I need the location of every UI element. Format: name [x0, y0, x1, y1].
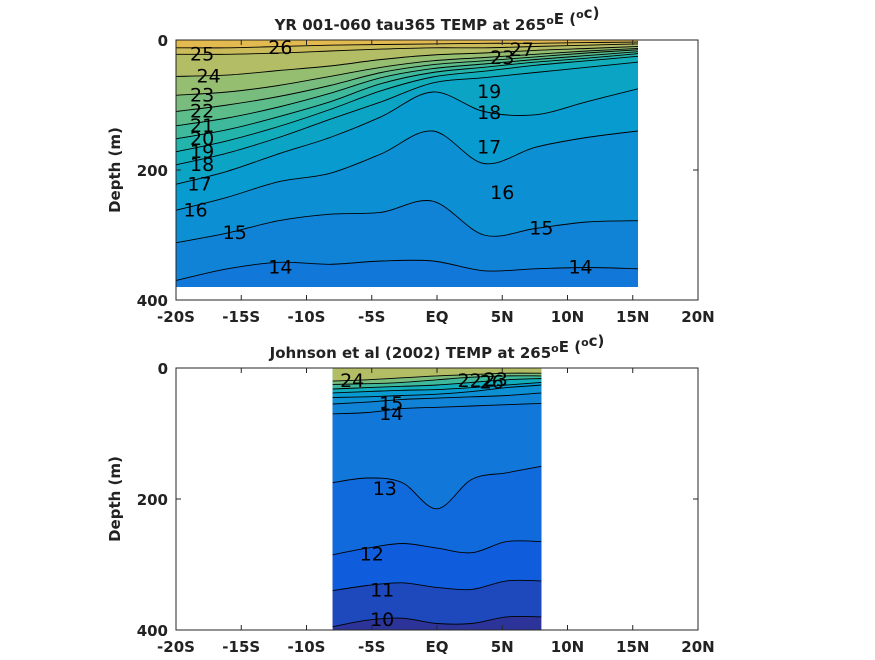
contour-label: 22 — [458, 370, 482, 392]
x-tick-label: -10S — [288, 638, 326, 656]
x-tick-label: 10N — [551, 308, 584, 326]
contour-label: 21 — [190, 115, 214, 137]
x-tick-label: -20S — [157, 638, 195, 656]
x-tick-label: -5S — [358, 638, 385, 656]
contour-label: 10 — [370, 609, 394, 631]
isotherm-15 — [332, 392, 542, 405]
x-tick-label: -15S — [222, 638, 260, 656]
contour-label: 14 — [379, 403, 403, 425]
x-tick-label: 10N — [551, 638, 584, 656]
y-axis-label: Depth (m) — [106, 456, 124, 542]
contour-label: 26 — [480, 371, 504, 393]
isotherm-25 — [176, 43, 638, 55]
y-tick-label: 400 — [137, 292, 168, 310]
filled-contours — [332, 368, 542, 630]
contour-label: 16 — [490, 182, 514, 204]
isotherm-18 — [176, 61, 638, 166]
contour-label: 15 — [223, 222, 247, 244]
contour-label: 12 — [360, 544, 384, 566]
y-tick-label: 400 — [137, 622, 168, 640]
isotherm-10 — [332, 615, 542, 628]
y-tick-label: 200 — [137, 491, 168, 509]
contour-label: 25 — [190, 43, 214, 65]
isotherm-22 — [176, 49, 638, 112]
chart-title: Johnson et al (2002) TEMP at 265oE (oc) — [269, 332, 605, 362]
contour-label: 11 — [370, 580, 394, 602]
isotherm-16 — [332, 384, 542, 398]
isotherm-19 — [176, 55, 638, 153]
contour-label: 14 — [268, 257, 292, 279]
isotherm-22 — [332, 375, 542, 385]
isotherm-14 — [176, 259, 638, 281]
isotherm-24 — [176, 46, 638, 77]
isotherm-14 — [332, 402, 542, 415]
contour-label: 20 — [190, 128, 214, 150]
contour-label: 13 — [373, 478, 397, 500]
isotherm-24 — [332, 372, 542, 382]
isotherm-13 — [332, 465, 542, 510]
contour-label: 17 — [477, 136, 501, 158]
contour-label: 23 — [190, 84, 214, 106]
isotherm-12 — [332, 540, 542, 556]
chart-title: YR 001-060 tau365 TEMP at 265oE (oc) — [274, 4, 600, 34]
contour-label: 22 — [190, 101, 214, 123]
isotherm-17 — [176, 88, 638, 185]
y-tick-label: 0 — [158, 32, 168, 50]
x-tick-label: -15S — [222, 308, 260, 326]
contour-label: 18 — [190, 154, 214, 176]
isotherm-16 — [176, 130, 638, 211]
x-tick-label: -5S — [358, 308, 385, 326]
x-tick-label: -20S — [157, 308, 195, 326]
x-tick-label: 20N — [681, 638, 714, 656]
isotherm-18 — [332, 381, 542, 394]
contour-label: 19 — [190, 141, 214, 163]
y-tick-label: 200 — [137, 162, 168, 180]
contour-label: 14 — [568, 257, 592, 279]
contour-label: 19 — [477, 81, 501, 103]
contour-panel-1: 2625242322212019181716151415141617181927… — [106, 4, 715, 326]
x-tick-label: EQ — [426, 308, 449, 326]
y-tick-label: 0 — [158, 360, 168, 378]
isotherm-21 — [176, 51, 638, 127]
contour-label: 26 — [268, 37, 292, 59]
isotherm-20 — [176, 53, 638, 140]
x-tick-label: 15N — [616, 638, 649, 656]
y-axis-label: Depth (m) — [106, 127, 124, 213]
x-tick-label: 20N — [681, 308, 714, 326]
contour-label: 18 — [477, 102, 501, 124]
x-tick-label: -10S — [288, 308, 326, 326]
filled-contours — [176, 40, 638, 287]
contour-label: 15 — [379, 393, 403, 415]
isotherm-11 — [332, 579, 542, 592]
x-tick-label: 15N — [616, 308, 649, 326]
contour-label: 23 — [490, 47, 514, 69]
contour-label: 27 — [510, 39, 534, 61]
isotherm-20 — [332, 378, 542, 390]
contour-label: 16 — [183, 199, 207, 221]
x-tick-label: 5N — [491, 638, 514, 656]
contour-label: 24 — [340, 370, 364, 392]
contour-label: 24 — [197, 65, 221, 87]
isotherm-15 — [176, 200, 638, 244]
isotherm-23 — [176, 48, 638, 96]
contour-label: 23 — [484, 369, 508, 391]
contour-label: 15 — [529, 218, 553, 240]
x-tick-label: 5N — [491, 308, 514, 326]
contour-label: 17 — [187, 173, 211, 195]
x-tick-label: EQ — [426, 638, 449, 656]
isotherm-26 — [176, 41, 638, 49]
